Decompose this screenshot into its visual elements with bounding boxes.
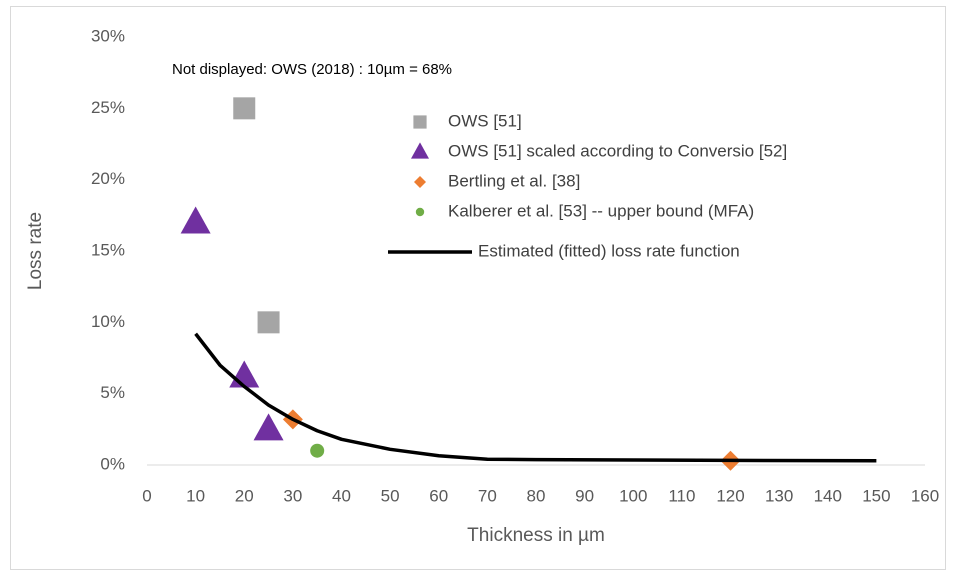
chart-frame xyxy=(10,6,946,570)
x-tick-label: 130 xyxy=(765,486,793,505)
legend-marker xyxy=(414,176,426,188)
x-tick-label: 100 xyxy=(619,486,647,505)
x-tick-label: 60 xyxy=(429,486,448,505)
y-axis-label: Loss rate xyxy=(25,212,46,290)
triangle-marker xyxy=(253,413,284,441)
legend-marker xyxy=(415,207,425,217)
legend: OWS [51] OWS [51] scaled according to Con… xyxy=(388,111,787,260)
y-tick-label: 20% xyxy=(91,169,125,188)
x-tick-label: 10 xyxy=(186,486,205,505)
x-tick-label: 50 xyxy=(381,486,400,505)
x-tick-label: 110 xyxy=(668,486,695,505)
annotation: Not displayed: OWS (2018) : 10µm = 68% xyxy=(172,61,452,78)
square-marker xyxy=(233,97,256,120)
square-marker xyxy=(257,311,280,334)
x-tick-label: 70 xyxy=(478,486,497,505)
legend-label: Bertling et al. [38] xyxy=(448,171,580,190)
x-tick-label: 40 xyxy=(332,486,351,505)
x-tick-label: 0 xyxy=(142,486,151,505)
triangle-marker xyxy=(180,206,211,234)
y-tick-label: 0% xyxy=(100,454,125,473)
x-tick-label: 140 xyxy=(814,486,842,505)
x-tick-label: 150 xyxy=(862,486,890,505)
y-tick-label: 30% xyxy=(91,26,125,45)
x-axis-label: Thickness in µm xyxy=(467,525,605,546)
legend-label: OWS [51] scaled according to Conversio [… xyxy=(448,141,787,160)
legend-marker xyxy=(411,142,429,159)
y-tick-label: 5% xyxy=(100,383,125,402)
x-tick-label: 90 xyxy=(575,486,594,505)
fitted-line xyxy=(194,332,877,463)
x-tick-label: 30 xyxy=(283,486,302,505)
x-tick-label: 80 xyxy=(527,486,546,505)
legend-label: Kalberer et al. [53] -- upper bound (MFA… xyxy=(448,201,754,220)
y-tick-label: 10% xyxy=(91,312,125,331)
x-tick-label: 160 xyxy=(911,486,939,505)
y-tick-label: 25% xyxy=(91,98,125,117)
circle-marker xyxy=(310,443,325,458)
legend-label: OWS [51] xyxy=(448,111,522,130)
legend-marker xyxy=(413,115,427,129)
legend-label: Estimated (fitted) loss rate function xyxy=(478,241,740,260)
y-tick-label: 15% xyxy=(91,240,125,259)
x-tick-label: 20 xyxy=(235,486,254,505)
x-tick-label: 120 xyxy=(716,486,744,505)
